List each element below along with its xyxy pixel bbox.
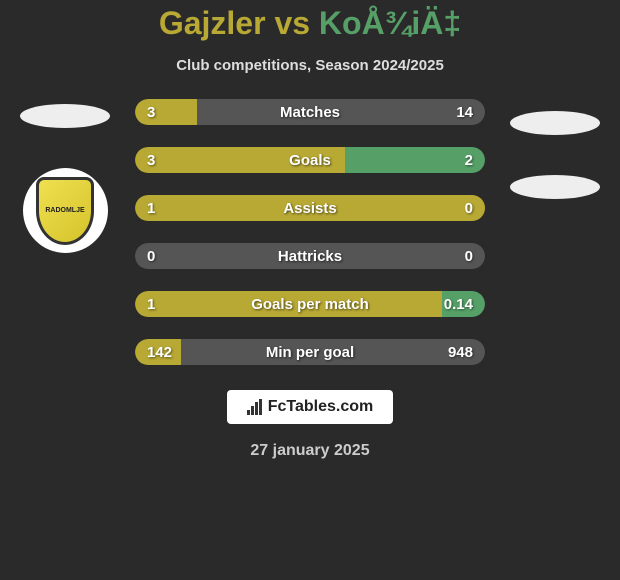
subtitle: Club competitions, Season 2024/2025 [176,57,444,74]
stat-value-right: 2 [465,152,473,169]
right-team-column [505,99,605,365]
stat-row: 3 Matches 14 [135,99,485,125]
logo-placeholder-icon [510,111,600,135]
stat-value-left: 3 [147,152,155,169]
stat-value-left: 0 [147,248,155,265]
stat-value-left: 142 [147,344,172,361]
main-comparison-area: RADOMLJE 3 Matches 14 3 Goals 2 1 Assists 0 0 Hatt… [0,99,620,365]
stat-value-left: 1 [147,200,155,217]
brand-logo[interactable]: FcTables.com [227,390,394,424]
stat-label: Matches [280,104,340,121]
stat-value-right: 948 [448,344,473,361]
stat-bar-right [197,99,485,125]
left-team-column: RADOMLJE [15,99,115,365]
stat-value-right: 0 [465,200,473,217]
stat-bar-left [135,99,197,125]
stat-label: Goals per match [251,296,369,313]
stat-label: Assists [283,200,336,217]
stat-label: Min per goal [266,344,354,361]
brand-text: FcTables.com [268,398,374,416]
stat-row: 3 Goals 2 [135,147,485,173]
stats-column: 3 Matches 14 3 Goals 2 1 Assists 0 0 Hattricks 0 1 Go… [135,99,485,365]
chart-icon [247,399,262,415]
stat-row: 1 Assists 0 [135,195,485,221]
stat-value-right: 14 [456,104,473,121]
vs-label: vs [274,5,310,41]
club-crest-icon: RADOMLJE [36,177,94,245]
stat-value-left: 3 [147,104,155,121]
stat-value-right: 0 [465,248,473,265]
team-badge-left: RADOMLJE [23,168,108,253]
stat-row: 1 Goals per match 0.14 [135,291,485,317]
date-label: 27 january 2025 [250,442,369,460]
stat-row: 0 Hattricks 0 [135,243,485,269]
club-crest-text: RADOMLJE [45,207,84,214]
logo-placeholder-icon [510,175,600,199]
comparison-title: Gajzler vs KoÅ¾iÄ‡ [159,5,461,42]
stat-label: Hattricks [278,248,342,265]
stat-row: 142 Min per goal 948 [135,339,485,365]
stat-label: Goals [289,152,331,169]
player-left-name: Gajzler [159,5,266,41]
player-right-name: KoÅ¾iÄ‡ [319,5,461,41]
logo-placeholder-icon [20,104,110,128]
stat-value-left: 1 [147,296,155,313]
stat-value-right: 0.14 [444,296,473,313]
